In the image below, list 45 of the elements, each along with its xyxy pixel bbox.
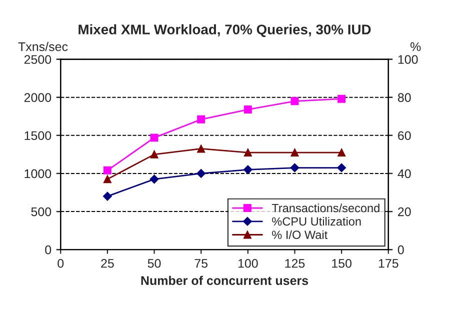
x-tick-label: 150	[332, 258, 352, 268]
y-tick-label: 500	[31, 207, 52, 216]
legend-label: %CPU Utilization	[272, 216, 361, 226]
point	[196, 169, 206, 178]
point	[197, 115, 206, 124]
point	[197, 144, 206, 153]
x-tick-label: 75	[194, 259, 208, 268]
x-tick-label: 175	[378, 259, 398, 268]
y2-tick-label: 0	[398, 245, 404, 254]
y2-tick-label: 80	[398, 93, 411, 102]
point	[103, 175, 112, 184]
legend-label: Transactions/second	[272, 204, 380, 212]
y2-tick-label: 60	[398, 131, 411, 140]
point	[243, 165, 252, 174]
legend-label: % I/O Wait	[272, 230, 328, 240]
x-tick-label: 50	[148, 258, 161, 268]
point	[338, 94, 346, 103]
x-tick-label: 100	[238, 258, 258, 268]
y2-tick-label: 100	[398, 55, 418, 64]
point	[290, 163, 300, 172]
x-axis-title: Number of concurrent users	[141, 276, 308, 286]
point	[338, 148, 346, 157]
y2-axis-title: %	[410, 42, 421, 52]
point	[290, 97, 299, 106]
chart-title: Mixed XML Workload, 70% Queries, 30% IUD	[78, 24, 371, 38]
point	[290, 148, 299, 157]
point	[244, 148, 252, 157]
y2-tick-label: 20	[398, 207, 411, 216]
y-axis-title: Txns/sec	[18, 42, 68, 52]
y-tick-label: 1500	[24, 131, 52, 140]
y-tick-label: 1000	[24, 169, 52, 178]
point	[103, 166, 112, 174]
x-tick-label: 125	[285, 258, 305, 268]
y-tick-label: 2000	[24, 93, 52, 102]
point	[150, 174, 159, 184]
y2-tick-label: 40	[398, 169, 411, 178]
point	[102, 192, 112, 201]
point	[244, 106, 252, 114]
x-tick-label: 25	[101, 258, 114, 268]
x-tick-label: 0	[58, 258, 64, 268]
point	[337, 163, 346, 172]
point	[150, 150, 158, 158]
y-tick-label: 0	[45, 245, 52, 254]
point	[150, 134, 158, 142]
y-tick-label: 2500	[24, 55, 52, 64]
